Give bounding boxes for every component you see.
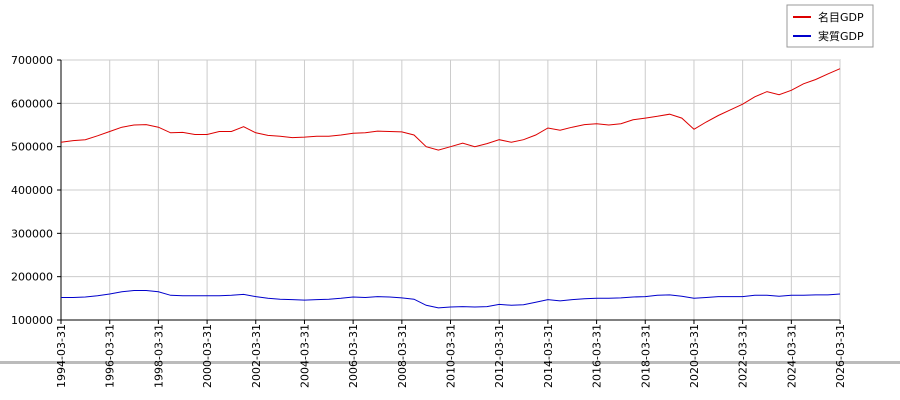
bottom-bar xyxy=(0,361,900,364)
line-series xyxy=(60,68,841,151)
legend-label: 名目GDP xyxy=(818,10,864,24)
x-tick-label: 1996-03-31 xyxy=(104,324,117,388)
y-tick-label: 400000 xyxy=(11,184,53,197)
y-tick-label: 700000 xyxy=(11,54,53,67)
y-tick-label: 200000 xyxy=(11,271,53,284)
x-tick-label: 2016-03-31 xyxy=(591,324,604,388)
x-tick-label: 2000-03-31 xyxy=(201,324,214,388)
x-tick-label: 2004-03-31 xyxy=(298,324,311,388)
x-tick-label: 1994-03-31 xyxy=(55,324,68,388)
legend-label: 実質GDP xyxy=(818,29,864,43)
x-tick-label: 2022-03-31 xyxy=(737,324,750,388)
y-tick-label: 500000 xyxy=(11,141,53,154)
x-tick-label: 2026-03-31 xyxy=(834,324,847,388)
x-tick-label: 2018-03-31 xyxy=(639,324,652,388)
x-tick-label: 2006-03-31 xyxy=(347,324,360,388)
x-tick-label: 2010-03-31 xyxy=(445,324,458,388)
legend-box xyxy=(786,4,874,48)
line-series xyxy=(61,290,841,309)
x-tick-label: 2002-03-31 xyxy=(250,324,263,388)
x-tick-label: 1998-03-31 xyxy=(152,324,165,388)
x-tick-label: 2008-03-31 xyxy=(396,324,409,388)
y-tick-label: 600000 xyxy=(11,97,53,110)
y-tick-label: 100000 xyxy=(11,314,53,327)
x-tick-label: 2014-03-31 xyxy=(542,324,555,388)
x-tick-label: 2020-03-31 xyxy=(688,324,701,388)
x-tick-label: 2024-03-31 xyxy=(785,324,798,388)
x-tick-label: 2012-03-31 xyxy=(493,324,506,388)
y-tick-label: 300000 xyxy=(11,227,53,240)
